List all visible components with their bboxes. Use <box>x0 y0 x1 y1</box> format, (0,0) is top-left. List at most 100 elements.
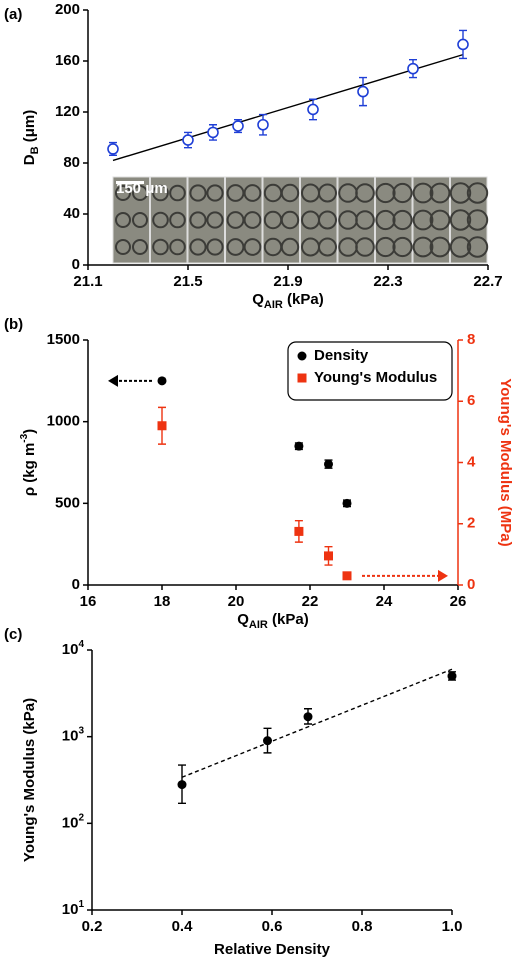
x-tick-label: 0.2 <box>82 918 103 935</box>
x-tick-label: 20 <box>228 593 245 610</box>
bubble <box>226 184 245 202</box>
label-main: Q <box>237 611 249 628</box>
marker <box>294 526 304 536</box>
micrograph <box>112 176 150 264</box>
bubble <box>280 183 300 203</box>
y-tick-label: 1000 <box>47 413 80 430</box>
bubble <box>206 184 224 202</box>
label-rest: (μm) <box>21 110 38 147</box>
x-tick-label: 21.5 <box>173 273 202 290</box>
tick-exponent: 4 <box>78 639 84 650</box>
marker <box>447 671 457 681</box>
bubble <box>392 209 413 231</box>
bubble <box>429 182 451 204</box>
bubble <box>243 238 262 256</box>
bubble <box>206 238 224 256</box>
tick-base: 10 <box>62 728 79 745</box>
bubble <box>189 238 207 256</box>
bubble <box>152 211 169 229</box>
scale-bar <box>116 181 144 184</box>
axis-label: Young's Modulus (kPa) <box>21 698 38 862</box>
y2-tick-label: 2 <box>467 515 475 532</box>
scale-label: 150 μm <box>116 180 168 197</box>
marker <box>263 736 272 746</box>
y-tick-label: 200 <box>55 1 80 18</box>
x-tick-label: 0.4 <box>172 918 194 935</box>
bubble <box>412 182 434 204</box>
bubble <box>132 212 148 228</box>
axis-label: DB (μm) <box>21 110 41 165</box>
x-tick-label: 22.7 <box>473 273 502 290</box>
y-tick-label: 0 <box>72 256 80 273</box>
y-tick-label: 120 <box>55 103 80 120</box>
bubble <box>449 209 472 231</box>
label-rest: (kPa) <box>268 611 309 628</box>
bubble <box>243 211 262 229</box>
x-tick-label: 1.0 <box>442 918 463 935</box>
bubble <box>226 238 245 256</box>
y-tick-label: 1500 <box>47 331 80 348</box>
bubble <box>375 236 396 258</box>
label-main: Young's Modulus (MPa) <box>497 378 514 546</box>
y-tick-label: 80 <box>63 154 80 171</box>
marker <box>307 103 319 116</box>
x-tick-label: 0.6 <box>262 918 283 935</box>
marker <box>357 85 369 98</box>
label-main: Q <box>252 291 264 308</box>
axis-label: Relative Density <box>214 941 331 958</box>
bubble <box>132 185 148 201</box>
x-tick-label: 21.9 <box>273 273 302 290</box>
axis-label: QAIR (kPa) <box>237 611 308 631</box>
label-sub: AIR <box>249 619 268 631</box>
tick-base: 10 <box>62 814 79 831</box>
label-sup: -3 <box>19 433 30 442</box>
marker <box>297 373 307 383</box>
y2-tick-label: 8 <box>467 331 475 348</box>
bubble <box>449 182 472 204</box>
marker <box>182 134 194 146</box>
bubble <box>152 184 169 202</box>
panel-label: (c) <box>4 626 22 643</box>
bubble <box>412 236 434 258</box>
panel-label: (a) <box>4 6 22 23</box>
x-tick-label: 21.1 <box>73 273 102 290</box>
fit-line <box>112 53 464 162</box>
axis-label: QAIR (kPa) <box>252 291 323 311</box>
bubble <box>169 211 186 229</box>
x-tick-label: 0.8 <box>352 918 373 935</box>
bubble <box>169 238 186 256</box>
bubble <box>466 209 489 231</box>
bubble <box>226 211 245 229</box>
bubble <box>392 182 413 204</box>
marker <box>294 441 304 451</box>
y-tick-label: 102 <box>62 812 85 831</box>
panel-label: (b) <box>4 316 23 333</box>
marker <box>257 118 269 131</box>
bubble <box>280 237 300 257</box>
bubble <box>115 239 131 255</box>
bubble <box>392 236 413 258</box>
marker <box>342 498 352 508</box>
legend-label: Density <box>314 347 369 364</box>
bubble <box>189 184 207 202</box>
marker <box>407 62 419 75</box>
bubble <box>429 236 451 258</box>
bubble <box>169 184 186 202</box>
x-tick-label: 24 <box>376 593 393 610</box>
bubble <box>429 209 451 231</box>
bubble <box>132 239 148 255</box>
y-tick-label: 160 <box>55 52 80 69</box>
label-rest: ) <box>21 429 38 434</box>
bubble <box>355 183 375 203</box>
bubble <box>466 182 489 204</box>
marker <box>107 143 119 155</box>
label-main: D <box>21 154 38 165</box>
arrow-head <box>108 374 118 387</box>
legend-label: Young's Modulus <box>314 369 437 386</box>
y2-tick-label: 4 <box>467 453 476 470</box>
y-tick-label: 104 <box>62 639 85 658</box>
label-main: ρ (kg m <box>21 443 38 496</box>
marker <box>207 126 219 139</box>
bubble <box>449 236 472 258</box>
legend-box <box>287 341 453 401</box>
